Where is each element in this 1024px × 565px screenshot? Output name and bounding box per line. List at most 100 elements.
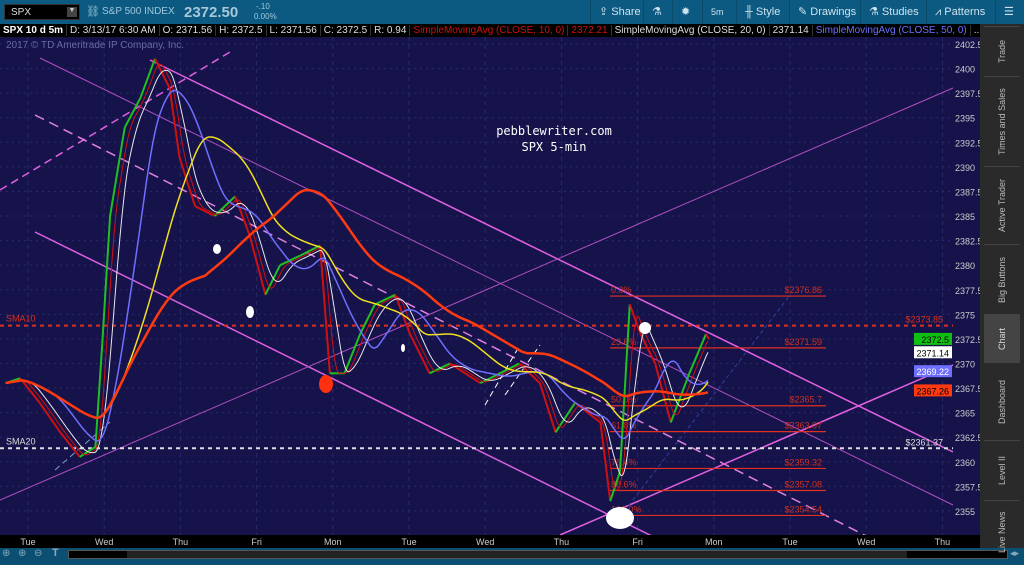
price-segment — [409, 333, 431, 374]
annotation-text: SPX 5-min — [521, 140, 586, 154]
price-segment — [194, 205, 216, 217]
price-segment — [599, 422, 612, 502]
price-segment — [123, 97, 142, 129]
share-icon: ⇪ — [599, 6, 612, 18]
side-tab-chart[interactable]: Chart — [984, 314, 1020, 362]
interval-button[interactable]: 5m — [702, 0, 732, 24]
y-tick-label: 2367.5 — [955, 384, 980, 394]
price-badge-bg — [914, 346, 952, 359]
side-tab-times-and-sales[interactable]: Times and Sales — [984, 76, 1020, 166]
price-axis[interactable] — [953, 37, 980, 535]
net-change: -.10 — [256, 2, 270, 11]
side-tab-big-buttons[interactable]: Big Buttons — [984, 244, 1020, 314]
price-badge-bg — [914, 365, 952, 378]
y-tick-label: 2385 — [955, 212, 975, 222]
price-segment — [343, 333, 362, 374]
study-sma20-label[interactable]: SimpleMovingAvg (CLOSE, 20, 0) — [611, 25, 770, 36]
marker-dot — [246, 306, 254, 318]
flask-button[interactable]: ⚗ — [643, 0, 670, 24]
x-tick-label: Tue — [401, 537, 416, 547]
studies-label: Studies — [881, 6, 919, 18]
trendline — [0, 87, 954, 501]
zoom-out-icon[interactable]: ⊖ — [34, 548, 43, 559]
x-tick-label: Fri — [251, 537, 262, 547]
y-tick-label: 2362.5 — [955, 433, 980, 443]
bar-high: H: 2372.5 — [216, 25, 267, 36]
horizontal-scrollbar[interactable] — [68, 550, 1008, 559]
hline-price: $2361.37 — [905, 437, 943, 447]
price-badge: 2369.22 — [914, 365, 952, 378]
price-segment — [59, 431, 81, 458]
fib-level-price: $2363.07 — [784, 421, 822, 431]
annotation-text: pebblewriter.com — [496, 124, 612, 138]
price-segment — [19, 377, 41, 404]
x-tick-label: Thu — [554, 537, 570, 547]
moving-averages — [5, 63, 709, 491]
side-tab-live-news[interactable]: Live News — [984, 500, 1020, 564]
fib-level-price: $2359.32 — [784, 457, 822, 467]
price-segment — [139, 58, 156, 99]
y-tick-label: 2397.5 — [955, 89, 980, 99]
bar-open: O: 2371.56 — [159, 25, 217, 36]
menu-button[interactable]: ☰ — [995, 0, 1022, 24]
y-tick-label: 2400 — [955, 65, 975, 75]
study-more[interactable]: ... — [970, 25, 987, 36]
y-tick-label: 2395 — [955, 114, 975, 124]
study-sma50-label[interactable]: SimpleMovingAvg (CLOSE, 50, 0) — [812, 25, 971, 36]
marker-dot — [401, 344, 405, 352]
fib-level-pct: 88.6% — [611, 479, 637, 489]
price-segment — [628, 304, 642, 335]
y-tick-label: 2375 — [955, 310, 975, 320]
interval-label: 5m — [711, 7, 724, 17]
text-icon[interactable]: T — [52, 547, 59, 559]
price-badge: 2371.14 — [914, 346, 952, 359]
study-sma20-value: 2371.14 — [769, 25, 813, 36]
symbol-input[interactable]: SPX ▼ — [4, 4, 80, 20]
horizontal-lines: SMA10 $2373.85 SMA20 $2361.37 — [0, 314, 953, 450]
price-segment — [178, 156, 197, 207]
grid — [0, 37, 953, 535]
trendline — [559, 364, 954, 535]
side-tab-level-ii[interactable]: Level II — [984, 440, 1020, 500]
study-sma10-value: 2372.21 — [568, 25, 612, 36]
trendline — [619, 294, 791, 518]
side-tab-dashboard[interactable]: Dashboard — [984, 362, 1020, 440]
price-segment — [374, 293, 396, 306]
scrollbar-thumb[interactable] — [127, 551, 907, 558]
price-chart[interactable]: 2017 © TD Ameritrade IP Company, Inc. SM… — [0, 37, 980, 535]
y-tick-label: 2380 — [955, 261, 975, 271]
price-badge-value: 2371.14 — [916, 348, 949, 358]
x-tick-label: Fri — [632, 537, 643, 547]
crosshair-icon[interactable]: ⊕ — [2, 548, 11, 559]
x-tick-label: Wed — [857, 537, 875, 547]
expand-icon[interactable]: ◂▸ — [1010, 548, 1020, 558]
studies-button[interactable]: ⚗ Studies — [860, 0, 927, 24]
last-price: 2372.50 — [184, 4, 239, 21]
trendline — [149, 59, 954, 453]
share-button[interactable]: ⇪ Share — [590, 0, 649, 24]
drawings-label: Drawings — [810, 6, 857, 18]
price-segment — [619, 304, 631, 472]
side-tab-trade[interactable]: Trade — [984, 26, 1020, 76]
flask-icon: ⚗ — [652, 6, 662, 18]
copyright: 2017 © TD Ameritrade IP Company, Inc. — [6, 40, 184, 51]
zoom-in-icon[interactable]: ⊕ — [18, 548, 27, 559]
price-badge-value: 2367.26 — [916, 386, 949, 396]
y-tick-label: 2382.5 — [955, 237, 980, 247]
x-tick-label: Mon — [705, 537, 723, 547]
chevron-down-icon[interactable]: ▼ — [67, 7, 77, 17]
plot-area — [0, 37, 953, 535]
x-tick-label: Mon — [324, 537, 342, 547]
side-tab-active-trader[interactable]: Active Trader — [984, 166, 1020, 244]
style-button[interactable]: ╫ Style — [736, 0, 788, 24]
settings-button[interactable]: ✹ — [672, 0, 698, 24]
link-icon[interactable]: ⛓ — [86, 6, 100, 18]
price-segment — [154, 58, 171, 89]
drawings-button[interactable]: ✎ Drawings — [789, 0, 864, 24]
study-sma10-label[interactable]: SimpleMovingAvg (CLOSE, 10, 0) — [410, 25, 569, 36]
bar-range: R: 0.94 — [371, 25, 411, 36]
moving-average-line — [5, 89, 709, 442]
x-tick-label: Tue — [782, 537, 797, 547]
time-axis[interactable]: Tue Wed Thu Fri Mon Tue Wed Thu Fri Mon Tue Wed Thu — [0, 535, 980, 548]
patterns-button[interactable]: ⩘ Patterns — [926, 0, 993, 24]
